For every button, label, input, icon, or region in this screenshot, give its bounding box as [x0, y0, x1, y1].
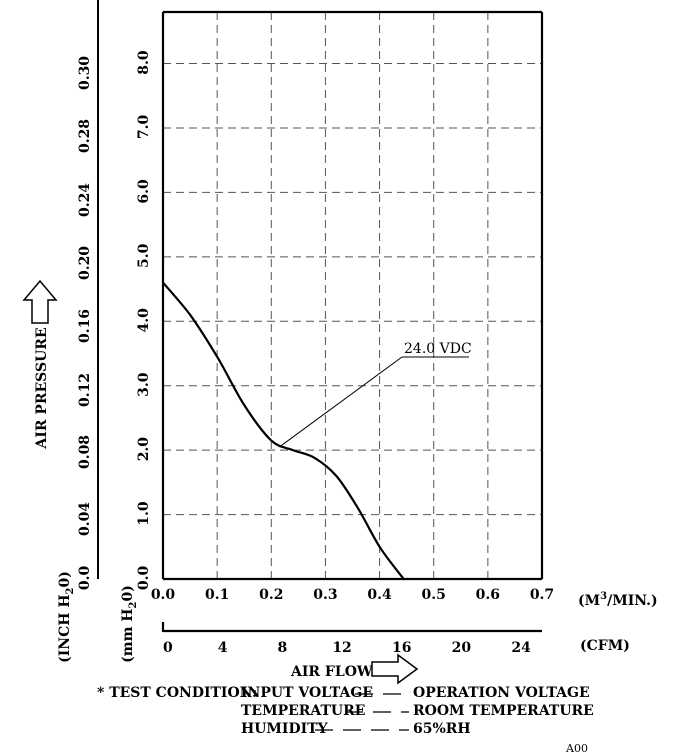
x-cfm-tick-label: 4	[218, 640, 228, 656]
y-tick-label-inch: 0.04	[77, 502, 93, 536]
x-cfm-tick-label: 8	[277, 640, 287, 656]
condition-label-temperature: TEMPERATURE	[241, 703, 366, 719]
x-tick-label: 0.4	[367, 587, 392, 603]
x-cfm-tick-label: 20	[452, 640, 472, 656]
corner-mark: A00	[565, 742, 588, 752]
x-axis-title: AIR FLOW	[290, 664, 373, 680]
test-condition-heading: * TEST CONDITION:	[97, 685, 258, 701]
annotation-label: 24.0 VDC	[404, 341, 472, 357]
x-cfm-tick-label: 16	[392, 640, 411, 656]
y-tick-label-inch: 0.24	[77, 183, 93, 217]
x-tick-label: 0.2	[259, 587, 283, 603]
y-tick-label-inch: 0.08	[77, 435, 93, 469]
y-tick-label-mm: 4.0	[136, 308, 152, 333]
y-tick-label-mm: 3.0	[136, 372, 152, 397]
annotation-leader-line	[279, 356, 403, 448]
condition-value-input-voltage: OPERATION VOLTAGE	[413, 685, 590, 701]
condition-value-temperature: ROOM TEMPERATURE	[413, 703, 594, 719]
series-line-0	[162, 281, 406, 581]
y-unit-inch: (INCH H20)	[57, 571, 76, 663]
y-axis-title: AIR PRESSURE	[34, 327, 50, 449]
tick-labels: 0.0 0.1 0.2 0.3 0.4 0.5 0.6 0.7 0 4 8 12 16 20 24 0.0 1.…	[77, 50, 554, 656]
x-unit-cfm: (CFM)	[580, 638, 630, 654]
y-tick-label-mm: 8.0	[136, 50, 152, 75]
y-tick-label-inch: 0.16	[77, 309, 93, 343]
y-tick-label-inch: 0.30	[77, 56, 93, 90]
x-tick-label: 0.3	[313, 587, 337, 603]
y-tick-label-inch: 0.28	[77, 119, 93, 153]
y-tick-label-inch: 0.12	[77, 373, 93, 407]
y-unit-mm: (mm H20)	[120, 585, 139, 663]
condition-dash-3	[315, 729, 409, 731]
y-tick-label-inch: 0.20	[77, 246, 93, 280]
right-arrow-icon	[371, 653, 419, 685]
x-cfm-tick-label: 24	[511, 640, 531, 656]
y-axis-title-group: AIR PRESSURE	[22, 279, 58, 450]
x-tick-label: 0.7	[530, 587, 554, 603]
y-tick-label-mm: 5.0	[136, 243, 152, 268]
condition-label-humidity: HUMIDITY	[241, 721, 328, 737]
y-tick-label-mm: 7.0	[136, 115, 152, 140]
up-arrow-icon	[22, 279, 58, 324]
y-tick-label-mm: 2.0	[136, 437, 152, 462]
axes	[97, 0, 544, 633]
y-tick-label-mm: 6.0	[136, 179, 152, 204]
x-cfm-tick-label: 12	[332, 640, 351, 656]
y-tick-label-mm: 0.0	[136, 566, 152, 591]
condition-dash-1	[355, 693, 409, 695]
x-tick-label: 0.1	[205, 587, 229, 603]
y-tick-label-mm: 1.0	[136, 501, 152, 526]
x-tick-label: 0.6	[476, 587, 500, 603]
y-tick-label-inch: 0.0	[77, 566, 93, 591]
x-tick-label: 0.0	[151, 587, 176, 603]
condition-label-input-voltage: INPUT VOLTAGE	[241, 685, 374, 701]
condition-dash-2	[345, 711, 409, 713]
condition-value-humidity: 65%RH	[413, 721, 471, 737]
x-tick-label: 0.5	[422, 587, 446, 603]
x-unit-m3: (M3/MIN.)	[578, 591, 658, 609]
x-cfm-tick-label: 0	[163, 640, 173, 656]
grid-lines	[163, 12, 542, 579]
series-lines	[162, 281, 406, 581]
